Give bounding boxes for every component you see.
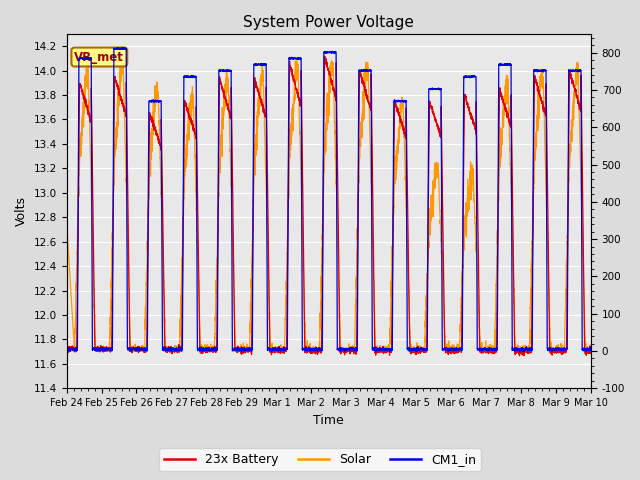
Legend: 23x Battery, Solar, CM1_in: 23x Battery, Solar, CM1_in (159, 448, 481, 471)
Y-axis label: Volts: Volts (15, 196, 28, 226)
Text: VR_met: VR_met (74, 50, 124, 63)
Title: System Power Voltage: System Power Voltage (243, 15, 414, 30)
X-axis label: Time: Time (314, 414, 344, 427)
